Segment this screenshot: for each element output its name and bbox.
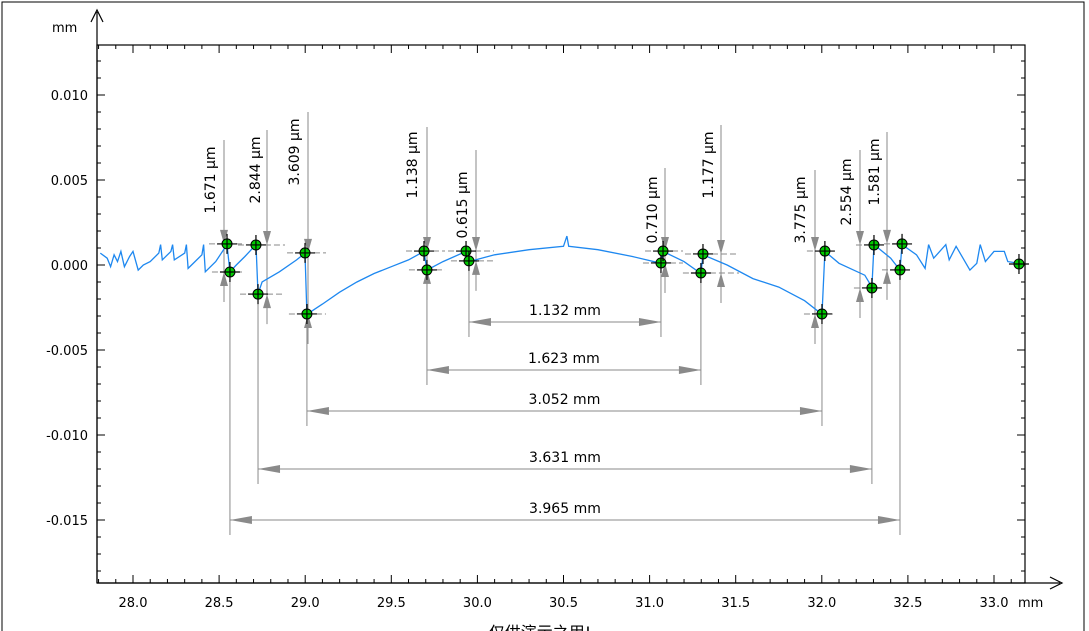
x-tick-label: 29.5 <box>377 596 406 611</box>
height-label: 3.609 µm <box>287 118 303 185</box>
height-label: 0.615 µm <box>455 171 471 238</box>
crosshair-icon <box>414 241 435 262</box>
width-label: 1.623 mm <box>528 351 600 367</box>
crosshair-icon <box>690 262 711 283</box>
arrow-icon <box>638 318 661 326</box>
height-label: 3.775 µm <box>793 176 809 243</box>
y-tick-label: -0.005 <box>46 344 88 359</box>
width-label: 1.132 mm <box>529 303 601 319</box>
crosshair-icon <box>217 233 238 254</box>
arrow-icon <box>304 238 312 253</box>
crosshair-icon <box>458 250 479 271</box>
y-tick-label: 0.005 <box>51 174 88 189</box>
arrow-icon <box>883 269 891 284</box>
x-tick-label: 31.5 <box>721 596 750 611</box>
arrow-icon <box>426 366 449 374</box>
crosshair-icon <box>814 241 835 262</box>
crosshair-icon <box>245 234 266 255</box>
arrow-icon <box>258 465 281 473</box>
height-label: 1.671 µm <box>203 146 219 213</box>
width-label: 3.965 mm <box>529 501 601 517</box>
width-label: 3.631 mm <box>529 450 601 466</box>
arrow-icon <box>263 230 271 245</box>
arrow-icon <box>220 229 228 244</box>
height-label: 2.844 µm <box>248 136 264 203</box>
crosshair-icon <box>892 233 913 254</box>
x-axis-unit: mm <box>1018 596 1043 611</box>
y-tick-label: 0.000 <box>51 259 88 274</box>
arrow-icon <box>661 237 669 252</box>
crosshair-icon <box>416 259 437 280</box>
arrow-icon <box>220 271 228 286</box>
x-tick-label: 30.0 <box>463 596 492 611</box>
crosshair-icon <box>295 242 316 263</box>
arrow-icon <box>811 313 819 328</box>
y-tick-label: -0.010 <box>46 429 88 444</box>
arrow-icon <box>661 262 669 277</box>
width-label: 3.052 mm <box>529 392 601 408</box>
x-tick-label: 32.5 <box>893 596 922 611</box>
arrow-icon <box>849 465 872 473</box>
height-label: 1.138 µm <box>405 131 421 198</box>
crosshair-icon <box>811 303 832 324</box>
arrow-icon <box>717 272 725 287</box>
x-tick-label: 33.0 <box>980 596 1009 611</box>
arrow-icon <box>472 260 480 275</box>
arrow-icon <box>306 407 329 415</box>
y-axis-arrow-icon <box>90 8 104 23</box>
x-tick-label: 28.0 <box>119 596 148 611</box>
y-tick-label: 0.010 <box>51 89 88 104</box>
arrow-icon <box>856 287 864 302</box>
crosshair-icon <box>650 252 671 273</box>
crosshair-icon <box>861 277 882 298</box>
crosshair-icon <box>863 234 884 255</box>
height-label: 1.581 µm <box>867 138 883 205</box>
watermark: 仅供演示之用! <box>489 623 591 631</box>
crosshair-icon <box>1008 253 1029 274</box>
crosshair-icon <box>296 303 317 324</box>
arrow-icon <box>423 237 431 252</box>
crosshair-icon <box>248 284 269 305</box>
x-tick-label: 31.0 <box>635 596 664 611</box>
arrow-icon <box>472 237 480 252</box>
height-label: 1.177 µm <box>701 131 717 198</box>
height-label: 0.710 µm <box>645 176 661 243</box>
crosshair-icon <box>889 259 910 280</box>
arrow-icon <box>799 407 822 415</box>
arrow-icon <box>304 313 312 328</box>
y-axis-unit: mm <box>52 21 77 36</box>
x-axis-arrow-icon <box>1049 576 1064 590</box>
crosshair-icon <box>692 243 713 264</box>
y-tick-label: -0.015 <box>46 514 88 529</box>
arrow-icon <box>877 516 900 524</box>
arrow-icon <box>468 318 491 326</box>
arrow-icon <box>883 229 891 244</box>
x-tick-label: 32.0 <box>807 596 836 611</box>
arrow-icon <box>856 230 864 245</box>
x-tick-label: 30.5 <box>549 596 578 611</box>
x-tick-label: 29.0 <box>291 596 320 611</box>
arrow-icon <box>717 239 725 254</box>
x-tick-label: 28.5 <box>205 596 234 611</box>
arrow-icon <box>678 366 701 374</box>
arrow-icon <box>229 516 252 524</box>
arrow-icon <box>263 294 271 309</box>
arrow-icon <box>811 237 819 252</box>
height-label: 2.554 µm <box>839 158 855 225</box>
crosshair-icon <box>219 261 240 282</box>
crosshair-icon <box>653 241 674 262</box>
